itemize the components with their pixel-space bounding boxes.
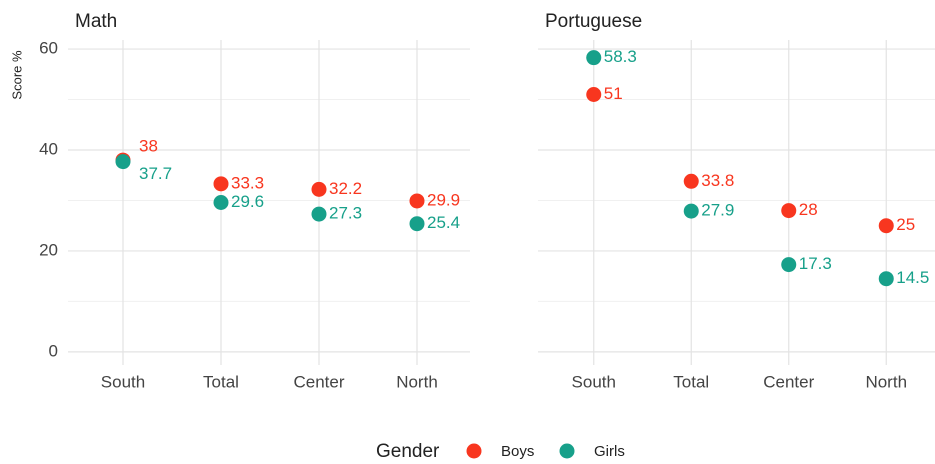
value-label: 17.3 <box>799 254 832 273</box>
y-tick-label: 40 <box>39 139 58 158</box>
y-tick-label: 60 <box>39 39 58 58</box>
x-tick-label: Total <box>673 372 709 391</box>
value-label: 14.5 <box>896 268 929 287</box>
y-tick-label: 20 <box>39 240 58 259</box>
dot <box>409 216 425 232</box>
dot <box>683 203 699 219</box>
x-tick-label: North <box>396 372 438 391</box>
value-label: 27.3 <box>329 204 362 223</box>
value-label: 32.2 <box>329 179 362 198</box>
dot <box>781 257 797 273</box>
value-label: 33.8 <box>701 171 734 190</box>
value-label: 28 <box>799 200 818 219</box>
dot <box>311 181 327 197</box>
dot <box>586 87 602 103</box>
y-tick-label: 0 <box>49 341 58 360</box>
legend-title: Gender <box>376 441 440 462</box>
legend-label: Girls <box>594 443 625 460</box>
x-tick-label: Center <box>293 372 344 391</box>
value-label: 58.3 <box>604 47 637 66</box>
value-label: 25 <box>896 215 915 234</box>
dot <box>683 173 699 189</box>
dot <box>878 218 894 234</box>
value-label: 29.9 <box>427 190 460 209</box>
x-tick-label: South <box>101 372 145 391</box>
y-axis-label: Score % <box>9 50 24 100</box>
panel-title: Math <box>75 11 117 32</box>
dot <box>409 193 425 209</box>
legend-marker <box>559 443 575 459</box>
value-label: 27.9 <box>701 201 734 220</box>
value-label: 25.4 <box>427 213 460 232</box>
value-label: 51 <box>604 84 623 103</box>
panel-title: Portuguese <box>545 11 642 32</box>
dot <box>586 50 602 66</box>
x-tick-label: Center <box>763 372 814 391</box>
dot <box>878 271 894 287</box>
value-label: 37.7 <box>139 164 172 183</box>
dot <box>781 203 797 219</box>
x-tick-label: North <box>865 372 907 391</box>
value-label: 38 <box>139 137 158 156</box>
x-tick-label: Total <box>203 372 239 391</box>
dot <box>213 176 229 192</box>
value-label: 29.6 <box>231 192 264 211</box>
dot <box>213 195 229 210</box>
x-tick-label: South <box>572 372 616 391</box>
legend-marker <box>466 443 482 459</box>
dot <box>115 154 131 170</box>
value-label: 33.3 <box>231 173 264 192</box>
legend-label: Boys <box>501 443 534 460</box>
dot <box>311 206 327 222</box>
